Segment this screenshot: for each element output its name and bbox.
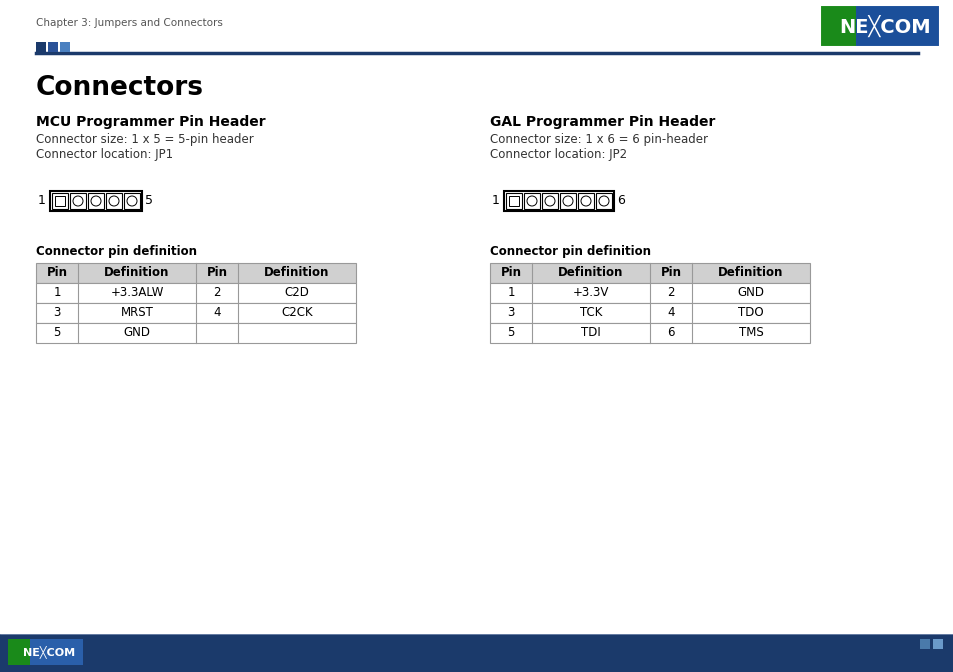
Text: 2: 2	[666, 286, 674, 300]
Bar	[523, 193, 539, 209]
Text: Pin: Pin	[206, 267, 227, 280]
Text: MCU Programmer Pin Header: MCU Programmer Pin Header	[36, 115, 265, 129]
Text: 6: 6	[666, 327, 674, 339]
Text: 2: 2	[213, 286, 220, 300]
Text: +3.3ALW: +3.3ALW	[111, 286, 164, 300]
Bar	[578, 193, 594, 209]
Text: 1: 1	[507, 286, 515, 300]
Bar	[36, 42, 46, 52]
Bar	[60, 42, 70, 52]
Text: GND: GND	[737, 286, 763, 300]
Text: Connectors: Connectors	[36, 75, 204, 101]
Text: C2CK: C2CK	[281, 306, 313, 319]
Text: Chapter 3: Jumpers and Connectors: Chapter 3: Jumpers and Connectors	[36, 18, 223, 28]
Bar	[559, 193, 576, 209]
Text: 3: 3	[507, 306, 515, 319]
Text: Connector location: JP1: Connector location: JP1	[36, 148, 172, 161]
Bar	[820, 5, 855, 47]
Bar	[932, 639, 942, 649]
Bar	[52, 193, 68, 209]
Text: Definition: Definition	[718, 267, 782, 280]
Text: 5: 5	[145, 194, 152, 208]
Bar	[820, 5, 939, 47]
Bar	[490, 283, 809, 303]
Bar	[490, 323, 809, 343]
Text: 6: 6	[617, 194, 624, 208]
Bar	[70, 193, 86, 209]
Bar	[505, 193, 521, 209]
Bar	[124, 193, 140, 209]
Bar	[503, 191, 614, 211]
Text: TCK: TCK	[579, 306, 601, 319]
Text: Definition: Definition	[264, 267, 330, 280]
Text: 4: 4	[213, 306, 220, 319]
Bar	[541, 193, 558, 209]
Text: Definition: Definition	[558, 267, 623, 280]
Text: NE╳COM: NE╳COM	[839, 15, 930, 37]
Bar	[50, 191, 142, 211]
Bar	[36, 283, 355, 303]
Text: TMS: TMS	[738, 327, 762, 339]
Text: 1: 1	[53, 286, 61, 300]
Text: TDI: TDI	[580, 327, 600, 339]
Bar	[490, 303, 809, 323]
Text: +3.3V: +3.3V	[572, 286, 609, 300]
Bar	[855, 5, 939, 47]
Text: 3: 3	[53, 306, 61, 319]
Text: 1: 1	[38, 194, 46, 208]
Text: MRST: MRST	[120, 306, 153, 319]
Text: Definition: Definition	[104, 267, 170, 280]
Bar	[55, 196, 65, 206]
Bar	[36, 263, 355, 283]
Bar	[36, 303, 355, 323]
Text: 1: 1	[492, 194, 499, 208]
Text: C2D: C2D	[284, 286, 309, 300]
Bar	[919, 639, 929, 649]
Text: TDO: TDO	[738, 306, 763, 319]
Text: Pin: Pin	[500, 267, 521, 280]
Text: NE╳COM: NE╳COM	[24, 646, 75, 659]
Bar	[509, 196, 518, 206]
Text: Connector pin definition: Connector pin definition	[36, 245, 196, 258]
Bar	[8, 639, 30, 665]
Text: 5: 5	[53, 327, 61, 339]
Bar	[490, 263, 809, 283]
Text: Connector location: JP2: Connector location: JP2	[490, 148, 626, 161]
Bar	[36, 323, 355, 343]
Text: GAL Programmer Pin Header: GAL Programmer Pin Header	[490, 115, 715, 129]
Text: Pin: Pin	[47, 267, 68, 280]
Text: Connector size: 1 x 5 = 5-pin header: Connector size: 1 x 5 = 5-pin header	[36, 133, 253, 146]
Text: Connector pin definition: Connector pin definition	[490, 245, 650, 258]
Text: Pin: Pin	[659, 267, 680, 280]
Bar	[596, 193, 612, 209]
Bar	[106, 193, 122, 209]
Text: GND: GND	[123, 327, 151, 339]
Bar	[30, 639, 83, 665]
Bar	[0, 634, 953, 672]
Text: 5: 5	[507, 327, 515, 339]
Bar	[48, 42, 58, 52]
Text: 4: 4	[666, 306, 674, 319]
Text: Connector size: 1 x 6 = 6 pin-header: Connector size: 1 x 6 = 6 pin-header	[490, 133, 707, 146]
Bar	[88, 193, 104, 209]
